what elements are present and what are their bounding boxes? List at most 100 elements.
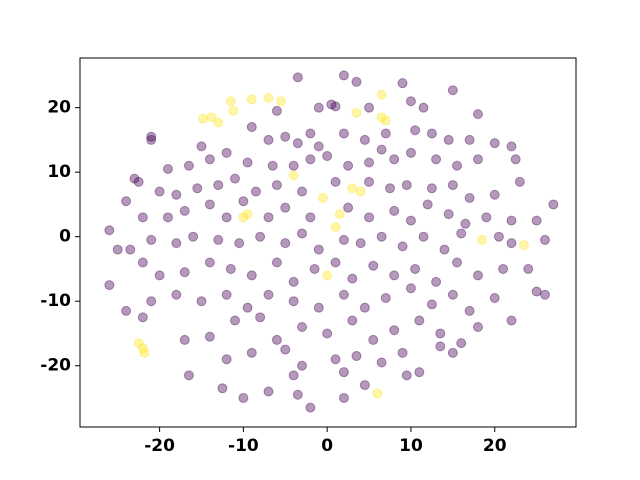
point xyxy=(221,212,232,223)
point xyxy=(447,289,458,300)
point xyxy=(330,354,341,365)
point xyxy=(146,234,157,245)
point xyxy=(431,154,442,165)
point xyxy=(133,176,144,187)
point xyxy=(510,154,521,165)
point xyxy=(242,302,253,313)
point xyxy=(540,289,550,300)
point xyxy=(217,383,228,394)
point xyxy=(456,338,467,349)
point xyxy=(464,192,475,203)
point xyxy=(435,328,446,339)
point xyxy=(171,289,182,300)
point xyxy=(439,244,450,255)
point xyxy=(426,299,437,310)
point xyxy=(171,238,182,249)
point xyxy=(359,302,370,313)
point xyxy=(322,151,333,162)
point xyxy=(443,134,454,145)
point xyxy=(271,105,282,116)
point xyxy=(171,189,182,200)
point xyxy=(280,344,291,355)
point xyxy=(313,102,324,113)
point xyxy=(206,112,217,123)
point xyxy=(506,315,517,326)
point xyxy=(493,231,504,242)
point xyxy=(288,276,299,287)
point xyxy=(489,189,500,200)
point xyxy=(242,157,253,168)
point xyxy=(238,196,249,207)
point xyxy=(514,176,525,187)
point xyxy=(309,263,320,274)
point xyxy=(326,99,337,110)
point xyxy=(376,112,387,123)
point xyxy=(162,212,173,223)
point xyxy=(489,138,500,149)
point xyxy=(313,302,324,313)
point xyxy=(121,305,132,316)
point xyxy=(389,325,400,336)
point xyxy=(343,160,354,171)
point xyxy=(280,202,291,213)
point xyxy=(351,107,362,118)
point xyxy=(288,370,299,381)
point xyxy=(246,94,257,105)
y-tick-label: 0 xyxy=(59,227,71,247)
point xyxy=(297,360,308,371)
point xyxy=(179,205,190,216)
point xyxy=(380,292,391,303)
point xyxy=(146,131,157,142)
point xyxy=(263,92,274,103)
point xyxy=(338,289,349,300)
point xyxy=(330,176,341,187)
point xyxy=(154,186,165,197)
point xyxy=(154,270,165,281)
point xyxy=(472,270,483,281)
point xyxy=(263,289,274,300)
point xyxy=(355,186,366,197)
point xyxy=(292,138,303,149)
point xyxy=(364,157,375,168)
point xyxy=(234,238,245,249)
point xyxy=(137,257,148,268)
point xyxy=(447,180,458,191)
point xyxy=(414,315,425,326)
point xyxy=(104,280,115,291)
point xyxy=(359,134,370,145)
point xyxy=(481,212,492,223)
point xyxy=(139,347,150,358)
point xyxy=(410,263,421,274)
point xyxy=(297,186,308,197)
point xyxy=(146,134,157,145)
point xyxy=(397,241,408,252)
point xyxy=(498,263,509,274)
point xyxy=(137,343,148,354)
point xyxy=(414,367,425,378)
point xyxy=(255,312,266,323)
point xyxy=(376,89,387,100)
point xyxy=(263,386,274,397)
point xyxy=(418,102,429,113)
point xyxy=(506,141,517,152)
point xyxy=(183,370,194,381)
point xyxy=(204,154,215,165)
point xyxy=(464,134,475,145)
point xyxy=(137,312,148,323)
point xyxy=(242,209,253,220)
plot-frame xyxy=(79,57,577,428)
point xyxy=(452,160,463,171)
point xyxy=(280,238,291,249)
point xyxy=(297,322,308,333)
point xyxy=(146,296,157,307)
point xyxy=(405,215,416,226)
point xyxy=(368,260,379,271)
point xyxy=(133,338,144,349)
point xyxy=(162,163,173,174)
point xyxy=(271,334,282,345)
point xyxy=(531,215,542,226)
point xyxy=(472,154,483,165)
point xyxy=(228,105,239,116)
point xyxy=(489,292,500,303)
point xyxy=(196,141,207,152)
